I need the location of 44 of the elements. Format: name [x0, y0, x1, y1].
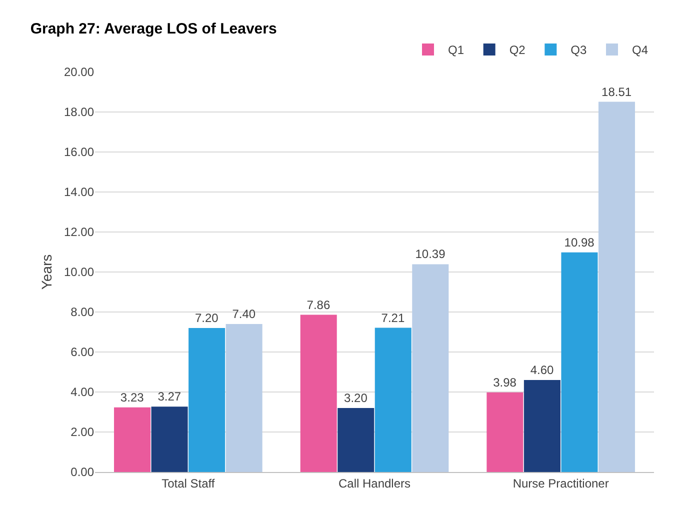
- bar: [188, 328, 226, 472]
- y-tick-label: 20.00: [64, 65, 94, 80]
- data-label: 7.86: [306, 298, 330, 312]
- x-tick-label: Nurse Practitioner: [512, 476, 609, 490]
- bar: [486, 392, 524, 472]
- data-label: 4.60: [530, 363, 554, 377]
- x-tick-label: Total Staff: [162, 476, 216, 490]
- y-tick-label: 0.00: [70, 465, 94, 480]
- legend-label: Q2: [509, 43, 526, 58]
- y-tick-label: 14.00: [64, 185, 94, 200]
- y-tick-label: 12.00: [64, 225, 94, 240]
- y-tick-label: 8.00: [70, 305, 94, 320]
- bar: [561, 252, 598, 472]
- bar: [412, 264, 449, 472]
- y-tick-label: 2.00: [70, 425, 94, 440]
- data-label: 7.40: [232, 307, 256, 321]
- data-label: 7.21: [381, 310, 405, 325]
- data-label: 10.98: [564, 235, 595, 250]
- y-tick-label: 16.00: [64, 145, 94, 160]
- legend-label: Q3: [570, 43, 587, 58]
- data-label: 3.20: [344, 391, 368, 405]
- bar: [338, 408, 374, 472]
- data-label: 3.27: [158, 390, 182, 404]
- y-tick-label: 10.00: [64, 265, 94, 280]
- y-axis-title: Years: [38, 254, 55, 290]
- legend-label: Q1: [448, 43, 464, 58]
- data-label: 3.23: [120, 390, 144, 404]
- bar: [598, 102, 635, 472]
- y-tick-label: 4.00: [70, 385, 94, 400]
- data-label: 3.98: [493, 375, 517, 390]
- data-label: 7.20: [194, 311, 219, 325]
- x-tick-label: Call Handlers: [338, 476, 411, 490]
- legend-label: Q4: [632, 43, 648, 58]
- bar: [300, 314, 337, 472]
- data-label: 10.39: [415, 247, 446, 262]
- data-label: 18.51: [602, 84, 632, 99]
- bar: [114, 407, 151, 472]
- bar: [151, 406, 188, 472]
- y-tick-label: 6.00: [70, 345, 94, 360]
- chart-title: Graph 27: Average LOS of Leavers: [30, 20, 277, 38]
- y-tick-label: 18.00: [64, 105, 94, 120]
- bar: [524, 380, 560, 472]
- bar: [374, 328, 412, 472]
- bar: [226, 324, 262, 472]
